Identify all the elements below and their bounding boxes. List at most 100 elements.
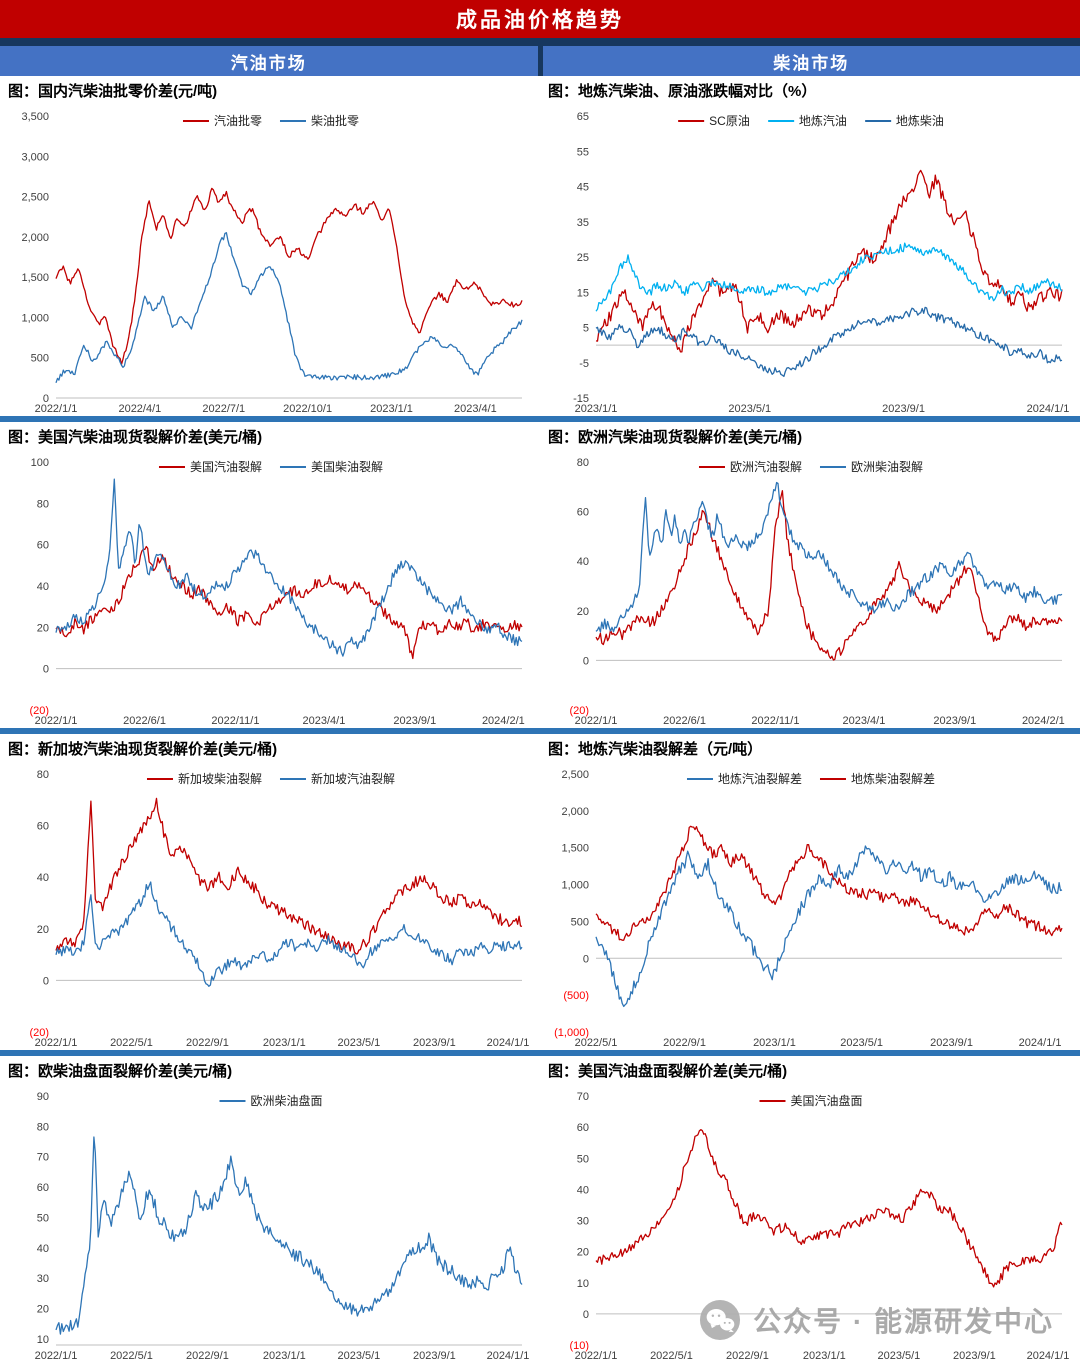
legend-swatch xyxy=(759,1099,786,1102)
chart-canvas: 100 80 60 40 20 0 (20)2022/1/1 2022/6/1 2022/11/… xyxy=(29,457,525,727)
x-axis-tick-label: 2023/9/1 xyxy=(930,1037,973,1049)
legend-swatch xyxy=(280,777,306,780)
x-axis-tick-label: 2022/4/1 xyxy=(118,403,161,415)
y-axis-tick-label: 80 xyxy=(37,498,49,510)
x-axis-tick-label: 2022/6/1 xyxy=(663,715,706,727)
y-axis-tick-label: 70 xyxy=(37,1152,49,1164)
y-axis-tick-label: 90 xyxy=(37,1091,49,1103)
legend-item: 地炼汽油 xyxy=(767,112,847,129)
chart-plot-area: 100 80 60 40 20 0 (20) 2022/1/1 2022/6/1 2022/11/… xyxy=(4,450,538,733)
chart-row-3: 图：新加坡汽柴油现货裂解价差(美元/桶) 80 60 40 20 0 (20) 2022/1… xyxy=(0,734,1080,1050)
x-axis-tick-label: 2022/1/1 xyxy=(35,1037,78,1049)
x-axis-tick-label: 2023/9/1 xyxy=(413,1037,456,1049)
series-line xyxy=(595,306,1063,378)
chart-legend: 地炼汽油裂解差 地炼柴油裂解差 xyxy=(686,770,935,787)
y-axis-tick-label: 0 xyxy=(583,1309,589,1321)
y-axis-tick-label: -15 xyxy=(573,393,589,405)
legend-label: 地炼柴油 xyxy=(895,114,944,128)
legend-label: 美国汽油裂解 xyxy=(189,460,262,474)
y-axis-tick-label: 0 xyxy=(43,975,49,987)
legend-item: 欧洲柴油盘面 xyxy=(219,1092,323,1109)
x-axis-tick-label: 2022/5/1 xyxy=(110,1350,153,1362)
x-axis-tick-label: 2022/9/1 xyxy=(186,1350,229,1362)
legend-label: 新加坡汽油裂解 xyxy=(311,772,396,786)
series-line xyxy=(595,242,1063,312)
x-axis-tick-label: 2022/1/1 xyxy=(35,715,78,727)
chart-plot-area: 80 60 40 20 0 (20) 2022/1/1 2022/6/1 2022/11/1 20… xyxy=(544,450,1078,733)
x-axis-tick-label: 2023/1/1 xyxy=(753,1037,796,1049)
y-axis-tick-label: 60 xyxy=(37,821,49,833)
x-axis-tick-label: 2024/1/1 xyxy=(487,1037,530,1049)
chart-title: 图：国内汽柴油批零价差(元/吨) xyxy=(8,83,218,100)
legend-item: SC原油 xyxy=(678,112,750,129)
x-axis-tick-label: 2022/11/1 xyxy=(211,715,259,727)
y-axis-tick-label: 10 xyxy=(37,1334,49,1346)
y-axis-tick-label: (20) xyxy=(29,1027,49,1039)
x-axis-tick-label: 2023/5/1 xyxy=(337,1350,380,1362)
y-axis-tick-label: 20 xyxy=(37,924,49,936)
chart-europe-diesel-futures-crack: 图：欧柴油盘面裂解价差(美元/桶) 90 80 70 60 50 40 30 20 10 2022… xyxy=(0,1056,540,1363)
y-axis-tick-label: 50 xyxy=(577,1153,589,1165)
y-axis-tick-label: 1,000 xyxy=(561,880,589,892)
series-line xyxy=(595,490,1063,661)
y-axis-tick-label: (20) xyxy=(29,705,49,717)
row-separator xyxy=(0,416,1080,422)
x-axis-tick-label: 2023/4/1 xyxy=(303,715,346,727)
y-axis-tick-label: 30 xyxy=(577,1216,589,1228)
legend-label: SC原油 xyxy=(709,114,750,128)
chart-canvas: 80 60 40 20 0 (20)2022/1/1 2022/6/1 2022/11/1 20… xyxy=(569,457,1064,727)
chart-title: 图：美国汽油盘面裂解价差(美元/桶) xyxy=(548,1063,788,1080)
series-line xyxy=(55,478,523,657)
column-header-diesel: 柴油市场 xyxy=(542,46,1080,76)
legend-item: 地炼柴油裂解差 xyxy=(820,770,935,787)
chart-shandong-refinery-vs-crude-change: 图：地炼汽柴油、原油涨跌幅对比（%） 65 55 45 35 25 15 5 -5 -15 202… xyxy=(540,76,1080,416)
watermark-text: 公众号 · 能源研发中心 xyxy=(753,1306,1054,1337)
x-axis-tick-label: 2022/9/1 xyxy=(726,1350,769,1362)
y-axis-tick-label: 40 xyxy=(37,872,49,884)
series-line xyxy=(55,187,523,366)
y-axis-tick-label: 40 xyxy=(37,1243,49,1255)
x-axis-tick-label: 2022/9/1 xyxy=(186,1037,229,1049)
x-axis-tick-label: 2023/9/1 xyxy=(953,1350,996,1362)
chart-legend: 美国汽油盘面 xyxy=(759,1092,863,1109)
legend-label: 柴油批零 xyxy=(311,114,360,128)
chart-title: 图：地炼汽柴油、原油涨跌幅对比（%） xyxy=(548,83,817,100)
legend-swatch xyxy=(864,119,891,122)
y-axis-tick-label: 1,000 xyxy=(21,312,49,324)
x-axis-tick-label: 2024/2/1 xyxy=(482,715,525,727)
legend-label: 新加坡柴油裂解 xyxy=(177,772,262,786)
legend-label: 欧洲柴油裂解 xyxy=(851,460,924,474)
y-axis-tick-label: 10 xyxy=(577,1278,589,1290)
series-line xyxy=(55,545,523,660)
y-axis-tick-label: 2,500 xyxy=(561,769,589,781)
y-axis-tick-label: 500 xyxy=(571,916,589,928)
y-axis-tick-label: 60 xyxy=(577,1122,589,1134)
legend-item: 美国柴油裂解 xyxy=(280,458,383,475)
legend-swatch xyxy=(767,119,794,122)
x-axis-tick-label: 2022/11/1 xyxy=(751,715,799,727)
chart-title: 图：新加坡汽柴油现货裂解价差(美元/桶) xyxy=(8,741,278,758)
series-line xyxy=(55,1136,523,1335)
y-axis-tick-label: (10) xyxy=(569,1340,589,1352)
chart-canvas: 3,5003,0002,5002,0001,5001,00050002022/1… xyxy=(21,111,523,415)
y-axis-tick-label: 65 xyxy=(577,111,589,123)
wechat-icon xyxy=(699,1299,741,1341)
chart-row-4: 图：欧柴油盘面裂解价差(美元/桶) 90 80 70 60 50 40 30 20 10 2022… xyxy=(0,1056,1080,1363)
chart-europe-spot-crack-spread: 图：欧洲汽柴油现货裂解价差(美元/桶) 80 60 40 20 0 (20) 2022/1/… xyxy=(540,422,1080,728)
chart-canvas: 70 60 50 40 30 20 10 0 (10)2022/1/1 2022/5/1 2022/… xyxy=(569,1091,1070,1362)
legend-swatch xyxy=(280,465,306,468)
series-line xyxy=(595,481,1063,633)
y-axis-tick-label: 40 xyxy=(577,1184,589,1196)
chart-title: 图：欧柴油盘面裂解价差(美元/桶) xyxy=(8,1063,233,1080)
chart-domestic-gasoline-diesel-wholesale-retail-spread: 图：国内汽柴油批零价差(元/吨) 3,500 3,000 2,500 2,000 1,5… xyxy=(0,76,540,416)
x-axis-tick-label: 2024/1/1 xyxy=(1027,1350,1070,1362)
chart-title: 图：地炼汽柴油裂解差（元/吨） xyxy=(548,741,763,758)
y-axis-tick-label: 35 xyxy=(577,217,589,229)
y-axis-tick-label: 3,500 xyxy=(21,111,49,123)
x-axis-tick-label: 2022/5/1 xyxy=(575,1037,618,1049)
x-axis-tick-label: 2023/5/1 xyxy=(728,403,771,415)
legend-item: 新加坡柴油裂解 xyxy=(146,770,262,787)
x-axis-tick-label: 2023/1/1 xyxy=(263,1037,306,1049)
chart-shandong-refinery-crack-spread: 图：地炼汽柴油裂解差（元/吨） 2,500 2,000 1,500 1,000 500 0… xyxy=(540,734,1080,1050)
chart-legend: SC原油 地炼汽油 地炼柴油 xyxy=(678,112,944,129)
